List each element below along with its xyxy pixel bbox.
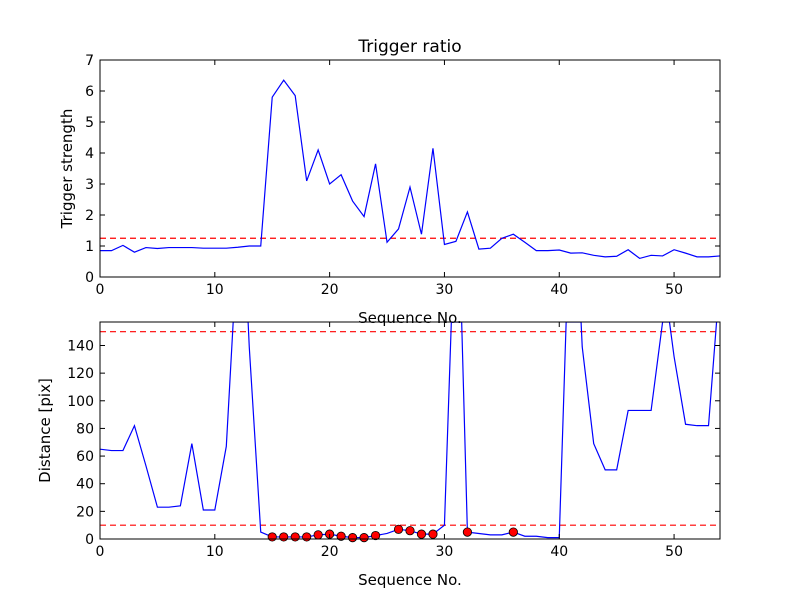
y-tick-label: 0	[85, 532, 94, 548]
data-point-marker	[267, 532, 277, 542]
x-tick-label: 20	[321, 544, 339, 560]
x-tick-label: 40	[550, 282, 568, 298]
x-tick-label: 10	[206, 282, 224, 298]
data-point-marker	[405, 526, 415, 536]
data-point-marker	[347, 533, 358, 543]
series-line	[100, 322, 718, 539]
x-tick-label: 0	[96, 544, 105, 560]
plot-area	[100, 79, 720, 260]
data-point-marker	[462, 527, 473, 537]
y-tick-label: 80	[76, 421, 94, 437]
data-point-marker	[313, 530, 323, 540]
subplot-distance: 0 10 20 30 40 50 0 20 40 60 80 100 120 140 Sequence N…	[36, 321, 721, 589]
data-point-marker	[370, 530, 381, 541]
y-tick-label: 4	[85, 146, 94, 162]
y-axis-label: Distance [pix]	[36, 378, 54, 483]
x-tick-label: 10	[206, 544, 224, 560]
subplot-trigger-ratio: Trigger ratio 0 10 20 30 40 50 0 1 2 3 4 5 6 7 Sequen…	[58, 37, 721, 327]
x-tick-label: 30	[436, 544, 454, 560]
series-line	[100, 79, 720, 260]
y-tick-label: 3	[85, 177, 94, 193]
x-tick-label: 20	[321, 282, 339, 298]
data-point-marker	[279, 532, 289, 542]
y-tick-label: 5	[85, 115, 94, 131]
data-point-marker	[393, 524, 404, 534]
x-tick-label: 50	[665, 544, 683, 560]
y-tick-label: 20	[76, 504, 94, 520]
data-point-marker	[359, 533, 369, 543]
data-point-marker	[290, 532, 300, 542]
y-tick-label: 60	[76, 449, 94, 465]
axes-frame	[99, 321, 721, 540]
y-tick-label: 6	[85, 84, 94, 100]
y-tick-label: 7	[85, 53, 94, 69]
data-point-marker	[428, 529, 438, 539]
axes-frame	[99, 59, 721, 278]
y-tick-label: 100	[67, 394, 94, 410]
y-tick-label: 140	[67, 338, 94, 354]
x-tick-label: 0	[96, 282, 105, 298]
data-point-marker	[416, 529, 427, 539]
plot-area	[100, 322, 720, 539]
x-tick-label: 40	[550, 544, 568, 560]
x-axis-label: Sequence No.	[358, 309, 462, 327]
y-axis-label: Trigger strength	[58, 109, 76, 230]
data-point-marker	[336, 531, 346, 541]
y-tick-label: 120	[67, 366, 94, 382]
data-point-marker	[302, 532, 312, 542]
y-tick-label: 40	[76, 477, 94, 493]
y-tick-label: 2	[85, 208, 94, 224]
chart-title: Trigger ratio	[357, 37, 461, 57]
y-tick-label: 0	[85, 270, 94, 286]
x-axis-label: Sequence No.	[358, 571, 462, 589]
data-point-marker	[508, 527, 518, 537]
x-tick-label: 30	[436, 282, 454, 298]
x-tick-label: 50	[665, 282, 683, 298]
y-tick-label: 1	[85, 239, 94, 255]
